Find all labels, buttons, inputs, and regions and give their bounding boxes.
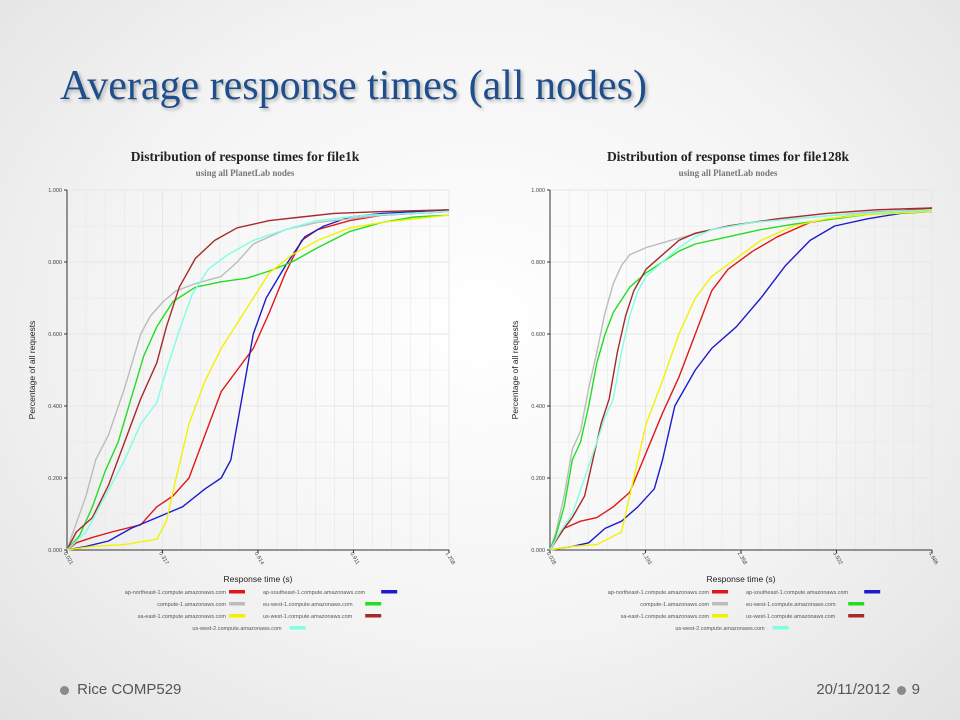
legend-swatch	[229, 614, 245, 618]
footer-right: 20/11/2012 9	[816, 681, 920, 698]
series-line	[66, 210, 450, 551]
legend-label: ap-southeast-1.compute.amazonaws.com	[263, 590, 366, 596]
chart-title: Distribution of response times for file1…	[131, 149, 360, 164]
legend-label: ap-northeast-1.compute.amazonaws.com	[608, 590, 710, 596]
y-tick-label: 0.600	[48, 332, 62, 338]
legend-swatch	[381, 590, 398, 594]
bullet-dot-icon	[897, 685, 907, 695]
y-tick-label: 0.000	[531, 548, 545, 554]
series-line	[66, 209, 450, 551]
x-tick-label: 0.028	[545, 551, 557, 566]
chart-subtitle: using all PlanetLab nodes	[196, 168, 295, 178]
series-line	[66, 209, 450, 551]
legend-label: eu-west-1.compute.amazonaws.com	[263, 602, 353, 608]
legend-label: us-west-2.compute.amazonaws.com	[192, 626, 282, 632]
legend-swatch	[864, 590, 881, 594]
file128k-chart: Distribution of response times for file1…	[510, 149, 939, 632]
y-axis-label: Percentage of all requests	[510, 321, 520, 420]
legend-swatch	[712, 590, 728, 594]
x-tick-label: 0.021	[62, 551, 74, 566]
y-tick-label: 0.400	[531, 404, 545, 410]
x-tick-label: 0.317	[157, 551, 169, 566]
x-axis-label: Response time (s)	[707, 574, 776, 584]
legend-label: sa-east-1.compute.amazonaws.com	[138, 614, 227, 620]
chart-title: Distribution of response times for file1…	[607, 149, 850, 164]
legend-label: sa-east-1.compute.amazonaws.com	[621, 614, 710, 620]
series-line	[549, 207, 933, 551]
legend-label: us-west-2.compute.amazonaws.com	[675, 626, 765, 632]
legend-label: compute-1.amazonaws.com	[640, 602, 709, 608]
series-line	[549, 210, 933, 551]
legend-label: eu-west-1.compute.amazonaws.com	[746, 602, 836, 608]
footer-left: Rice COMP529	[60, 681, 181, 698]
y-tick-label: 0.800	[531, 260, 545, 266]
legend-swatch	[289, 626, 306, 630]
legend-swatch	[772, 626, 789, 630]
bullet-dot-icon	[60, 685, 69, 695]
series-line	[549, 209, 933, 551]
y-tick-label: 0.000	[48, 548, 62, 554]
legend-swatch	[229, 602, 245, 606]
legend-label: us-west-1.compute.amazonaws.com	[746, 614, 836, 620]
legend-swatch	[229, 590, 245, 594]
y-axis-label: Percentage of all requests	[27, 321, 37, 420]
file1k-chart: Distribution of response times for file1…	[27, 149, 456, 632]
footer-date: 20/11/2012	[816, 681, 891, 698]
y-tick-label: 0.600	[531, 332, 545, 338]
legend-swatch	[712, 614, 728, 618]
y-tick-label: 0.800	[48, 260, 62, 266]
legend-label: ap-northeast-1.compute.amazonaws.com	[125, 590, 227, 596]
x-tick-label: 1.208	[444, 551, 456, 566]
x-tick-label: 3.522	[831, 551, 843, 566]
slide-title: Average response times (all nodes)	[60, 63, 648, 109]
series-line	[66, 214, 450, 551]
legend-label: us-west-1.compute.amazonaws.com	[263, 614, 353, 620]
y-tick-label: 0.200	[48, 476, 62, 482]
legend-label: ap-southeast-1.compute.amazonaws.com	[746, 590, 849, 596]
y-tick-label: 1.000	[531, 188, 545, 194]
y-tick-label: 0.400	[48, 404, 62, 410]
legend-swatch	[848, 614, 865, 618]
x-tick-label: 0.614	[253, 551, 265, 566]
series-line	[66, 214, 450, 551]
series-line	[549, 209, 933, 551]
legend-label: compute-1.amazonaws.com	[157, 602, 226, 608]
footer-course: Rice COMP529	[77, 681, 182, 698]
chart-subtitle: using all PlanetLab nodes	[679, 168, 778, 178]
x-tick-label: 0.911	[348, 551, 360, 566]
x-tick-label: 4.686	[927, 551, 939, 566]
legend-swatch	[365, 614, 382, 618]
legend-swatch	[365, 602, 382, 606]
y-tick-label: 1.000	[48, 188, 62, 194]
x-tick-label: 2.358	[736, 551, 748, 566]
page-number: 9	[911, 681, 920, 698]
series-line	[549, 210, 933, 551]
y-tick-label: 0.200	[531, 476, 545, 482]
legend-swatch	[848, 602, 865, 606]
x-tick-label: 1.193	[640, 551, 652, 566]
x-axis-label: Response time (s)	[224, 574, 293, 584]
legend-swatch	[712, 602, 728, 606]
